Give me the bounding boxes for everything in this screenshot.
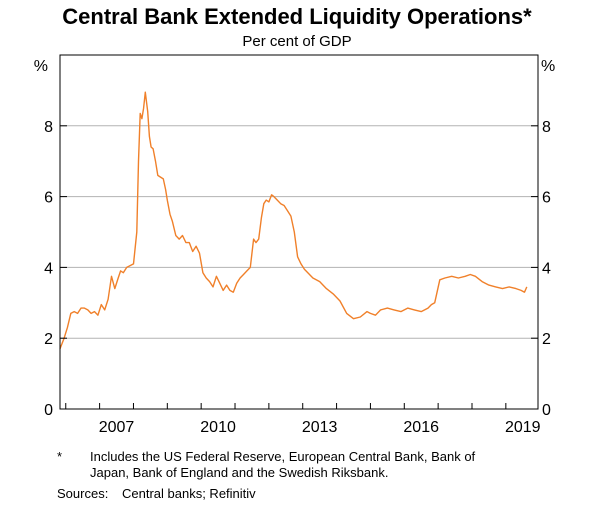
chart-title: Central Bank Extended Liquidity Operatio… (62, 4, 532, 29)
y-tick-label-right: 4 (542, 260, 551, 277)
sources-label: Sources: (57, 486, 108, 501)
footnote-line-1: Includes the US Federal Reserve, Europea… (90, 449, 476, 464)
x-tick-label: 2013 (302, 419, 338, 436)
y-tick-label-left: 6 (44, 190, 53, 207)
x-tick-label: 2007 (99, 419, 135, 436)
footnote-marker: * (57, 449, 62, 464)
y-tick-label-right: 2 (542, 331, 551, 348)
y-tick-label-right: 6 (542, 190, 551, 207)
y-tick-label-left: 0 (44, 402, 53, 419)
series-layer (59, 91, 528, 350)
left-axis-unit: % (34, 58, 48, 75)
plot-frame (59, 54, 539, 410)
x-tick-label: 2010 (200, 419, 236, 436)
x-tick-label: 2019 (505, 419, 541, 436)
chart-subtitle: Per cent of GDP (242, 33, 351, 50)
right-axis-unit: % (541, 58, 555, 75)
x-tick-label: 2016 (403, 419, 439, 436)
sources-text: Central banks; Refinitiv (122, 486, 256, 501)
y-tick-label-left: 4 (44, 260, 53, 277)
axis-ticks: 0 0 2 2 4 4 6 6 8 8 2007 2010 2013 2016 2019 (44, 119, 551, 436)
footnote-line-2: Japan, Bank of England and the Swedish R… (90, 465, 388, 480)
gridlines (60, 125, 538, 339)
y-tick-label-left: 2 (44, 331, 53, 348)
series-line (59, 91, 528, 350)
y-tick-label-right: 0 (542, 402, 551, 419)
y-tick-label-right: 8 (542, 119, 551, 136)
y-tick-label-left: 8 (44, 119, 53, 136)
